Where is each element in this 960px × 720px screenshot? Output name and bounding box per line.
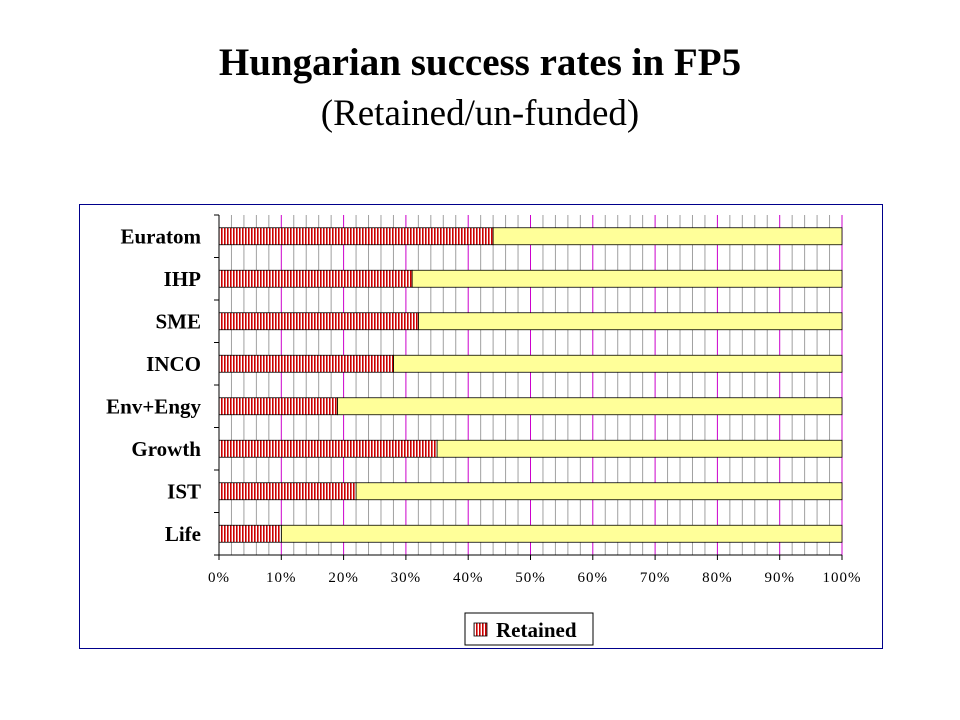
bar-unfunded [417,312,843,331]
x-tick-label: 30% [391,570,422,586]
chart-subtitle: (Retained/un-funded) [320,93,640,134]
bar-unfunded [355,482,843,501]
x-tick-label: 50% [515,570,546,586]
bar-retained [218,524,282,543]
bar-retained [218,312,419,331]
bar-retained [218,354,394,373]
bar-unfunded [336,397,843,416]
legend-swatch [473,622,488,637]
bar-retained [218,397,338,416]
bar-unfunded [393,354,843,373]
bar-retained [218,439,438,458]
category-label: Env+Engy [106,394,201,418]
category-label: IHP [164,267,202,291]
category-label: INCO [146,352,201,376]
bar-retained [218,482,357,501]
bar-retained [218,227,494,246]
category-label: Growth [131,437,201,461]
bar-unfunded [411,269,843,288]
category-label: SME [155,309,201,333]
x-tick-label: 70% [640,570,671,586]
bar-chart: Euratom IHP SME INCO Env+Engy Growth IST Life 0%… [106,214,862,646]
bar-retained [218,269,413,288]
x-tick-label: 60% [578,570,609,586]
category-label: Life [165,522,201,546]
x-tick-label: 80% [702,570,733,586]
category-label: IST [167,479,201,503]
x-tick-label: 0% [208,570,230,586]
legend: Retained [464,612,594,646]
x-tick-label: 10% [266,570,297,586]
x-tick-label: 40% [453,570,484,586]
x-tick-label: 90% [764,570,795,586]
bar-unfunded [492,227,843,246]
x-tick-label: 100% [823,570,862,586]
category-label: Euratom [121,224,202,248]
legend-label: Retained [496,618,577,642]
chart-frame: Euratom IHP SME INCO Env+Engy Growth IST Life 0%… [79,204,883,649]
bar-unfunded [280,524,843,543]
bar-unfunded [436,439,843,458]
chart-title: Hungarian success rates in FP5 [218,41,742,84]
x-tick-label: 20% [328,570,359,586]
